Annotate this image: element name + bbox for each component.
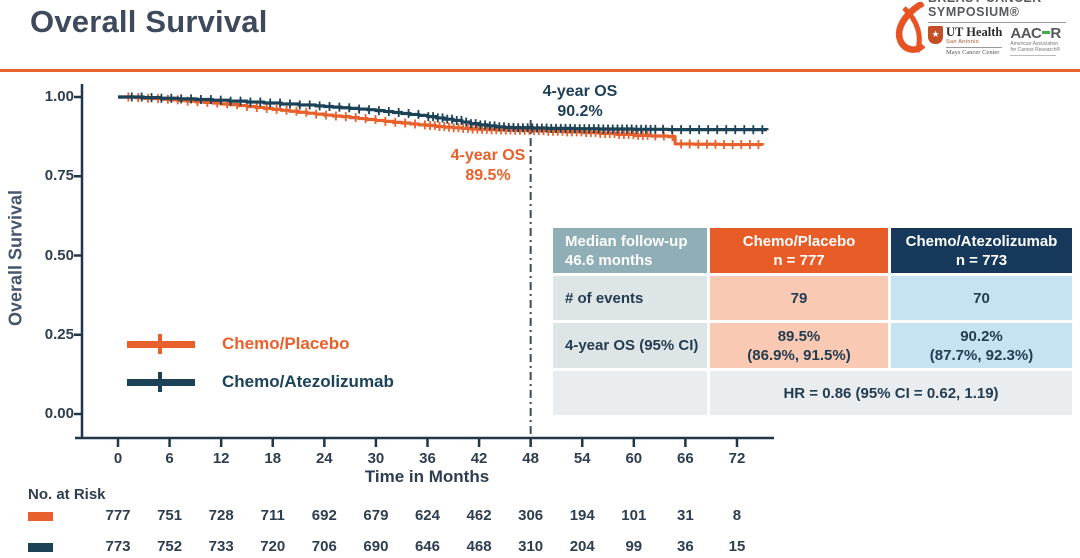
x-tick-label: 30 <box>367 450 385 467</box>
risk-count: 751 <box>157 507 183 524</box>
risk-count: 468 <box>466 538 492 555</box>
summary-os-atezolizumab: 90.2% (87.7%, 92.3%) <box>891 323 1072 368</box>
uthealth-subtitle: San Antonio <box>946 39 979 45</box>
x-tick-label: 18 <box>264 450 282 467</box>
risk-count: 690 <box>363 538 389 555</box>
risk-table-title: No. at Risk <box>28 486 106 503</box>
page-title: Overall Survival <box>30 4 268 39</box>
risk-count: 624 <box>414 507 440 524</box>
risk-row-swatch-icon <box>28 543 53 552</box>
y-tick-label: 0.00 <box>44 405 74 422</box>
risk-count: 777 <box>105 507 131 524</box>
x-tick-label: 66 <box>677 450 694 467</box>
risk-count: 101 <box>621 507 647 524</box>
summary-os-placebo: 89.5% (86.9%, 91.5%) <box>710 323 888 368</box>
annotation-placebo-4yr-os: 4-year OS 89.5% <box>450 147 526 184</box>
uthealth-name: UT Health <box>946 25 1003 39</box>
risk-count: 99 <box>625 538 643 555</box>
y-axis-label: Overall Survival <box>5 189 26 327</box>
legend-label-atezolizumab: Chemo/Atezolizumab <box>222 372 394 391</box>
aacr-acronym: AAC R <box>1010 25 1061 42</box>
summary-footer-spacer <box>553 371 707 415</box>
summary-row-events-label: # of events <box>553 276 707 320</box>
x-tick-label: 60 <box>625 450 643 467</box>
x-tick-label: 72 <box>728 450 746 467</box>
risk-count: 706 <box>311 538 337 555</box>
sabcs-ribbon-icon <box>895 2 926 53</box>
y-tick-label: 0.50 <box>44 246 74 264</box>
legend-label-placebo: Chemo/Placebo <box>222 334 350 353</box>
atezolizumab-line-swatch-icon <box>127 372 195 392</box>
risk-count: 194 <box>569 507 595 524</box>
x-tick-label: 36 <box>419 450 436 467</box>
summary-header-atezolizumab: Chemo/Atezolizumab n = 773 <box>891 228 1072 273</box>
summary-events-atezolizumab: 70 <box>891 276 1072 320</box>
annotation-atezolizumab-4yr-os: 4-year OS 90.2% <box>542 83 618 120</box>
x-axis-label: Time in Months <box>364 467 490 486</box>
logo-divider <box>928 22 1066 23</box>
risk-count: 310 <box>518 538 544 555</box>
x-tick-label: 48 <box>522 450 539 467</box>
risk-count: 728 <box>208 507 234 524</box>
x-tick-label: 24 <box>315 450 333 467</box>
legend-item-atezolizumab: Chemo/Atezolizumab <box>127 371 394 393</box>
summary-header-followup: Median follow-up 46.6 months <box>553 228 707 273</box>
aacr-subtitle-1: American Association <box>1010 41 1059 47</box>
summary-row-os-label: 4-year OS (95% CI) <box>553 323 707 368</box>
aacr-rule <box>1010 55 1057 56</box>
y-tick-label: 0.75 <box>44 167 74 185</box>
y-tick-label: 0.25 <box>44 325 74 343</box>
risk-count: 752 <box>157 538 183 555</box>
y-tick-label: 1.00 <box>44 88 74 105</box>
x-tick-label: 12 <box>212 450 230 467</box>
aacr-logo: AAC R American Association for Cancer Res… <box>1010 25 1061 56</box>
x-tick-label: 42 <box>470 450 488 467</box>
risk-count: 204 <box>569 538 595 555</box>
legend-item-placebo: Chemo/Placebo <box>127 333 394 355</box>
sabcs-name-line1: BREAST CANCER <box>928 0 1074 5</box>
risk-row-swatch-icon <box>28 512 53 521</box>
risk-count: 773 <box>105 538 131 555</box>
summary-events-placebo: 79 <box>710 276 888 320</box>
uthealth-shield-icon: ★ <box>928 26 943 44</box>
summary-hazard-ratio: HR = 0.86 (95% CI = 0.62, 1.19) <box>710 371 1072 415</box>
risk-count: 306 <box>518 507 544 524</box>
risk-count: 733 <box>208 538 234 555</box>
aacr-subtitle-2: for Cancer Research® <box>1010 47 1061 53</box>
x-tick-label: 0 <box>113 450 123 467</box>
risk-count: 8 <box>732 507 742 524</box>
risk-count: 36 <box>677 538 694 555</box>
risk-count: 711 <box>260 507 285 524</box>
risk-count: 15 <box>728 538 746 555</box>
risk-count: 679 <box>363 507 389 524</box>
summary-header-placebo: Chemo/Placebo n = 777 <box>710 228 888 273</box>
orange-divider <box>0 69 1080 72</box>
sabcs-name-line2: SYMPOSIUM® <box>928 5 1020 19</box>
uthealth-logo: ★ UT Health San Antonio Mays Cancer Cent… <box>928 25 1003 56</box>
risk-count: 462 <box>466 507 492 524</box>
x-tick-label: 6 <box>165 450 174 467</box>
uthealth-center-name: Mays Cancer Center <box>946 47 1003 56</box>
summary-table: Median follow-up 46.6 months Chemo/Place… <box>553 228 1072 415</box>
risk-count: 692 <box>311 507 337 524</box>
aacr-green-dash-icon <box>1042 30 1051 35</box>
legend: Chemo/Placebo Chemo/Atezolizumab <box>127 333 394 409</box>
risk-count: 31 <box>677 507 694 524</box>
placebo-line-swatch-icon <box>127 334 195 354</box>
risk-count: 646 <box>414 538 440 555</box>
risk-count: 720 <box>260 538 286 555</box>
logo-block: BREAST CANCER SYMPOSIUM® ★ UT Health San… <box>892 0 1074 60</box>
x-tick-label: 54 <box>573 450 591 467</box>
